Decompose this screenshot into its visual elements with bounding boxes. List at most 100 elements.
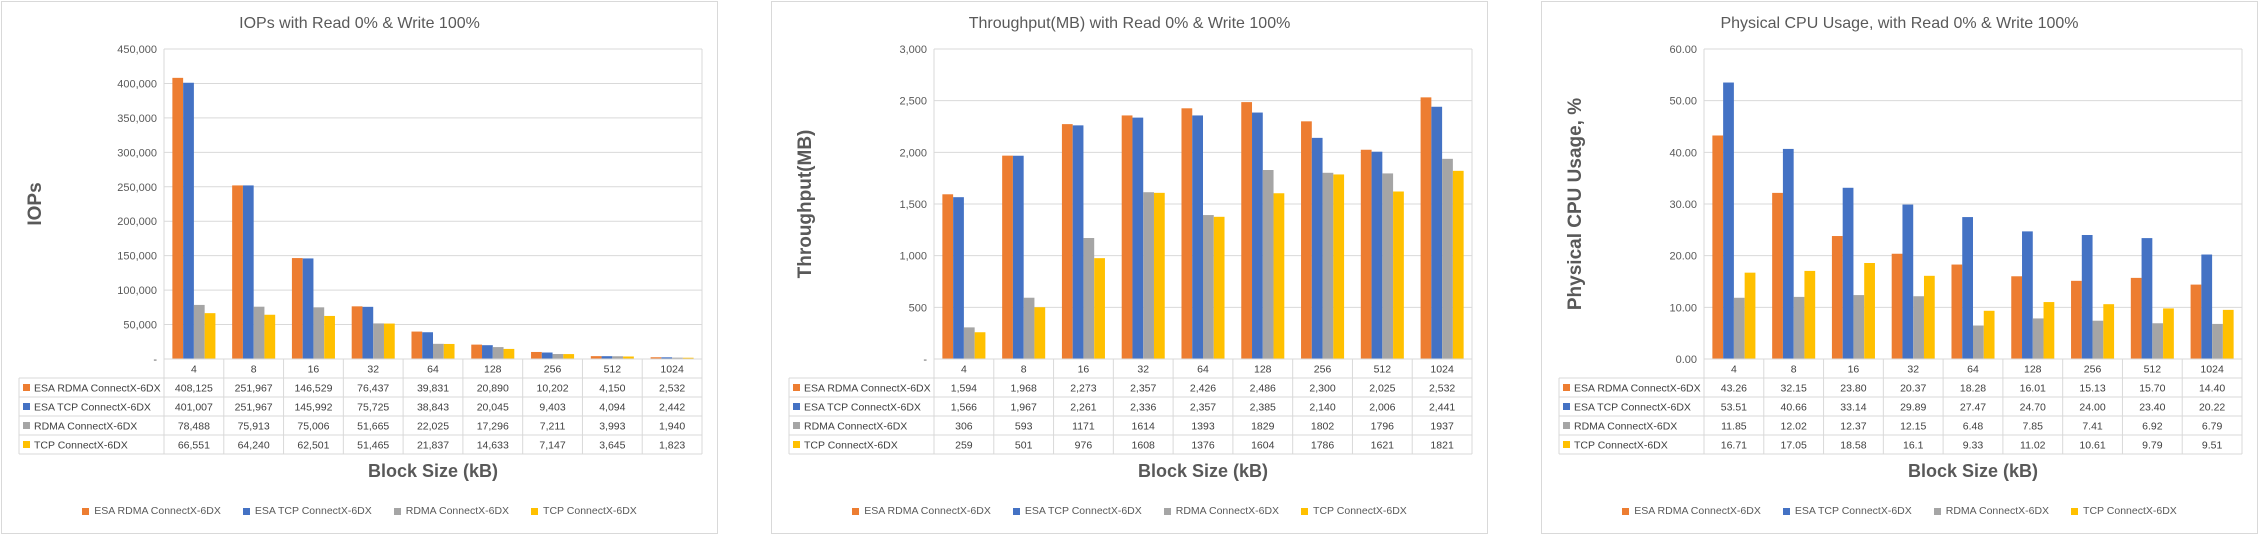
table-value: 78,488 [178,421,210,433]
table-legend-key [23,384,30,391]
bar-esa-tcp-connectx-6dx-1024 [1431,106,1443,359]
bar-rdma-connectx-6dx-512 [612,356,624,359]
category-label: 16 [308,364,320,376]
table-value: 10,202 [536,383,568,395]
table-value: 20,045 [477,402,509,414]
table-legend-key [1563,441,1570,448]
legend-item-esa-tcp-connectx-6dx: ESA TCP ConnectX-6DX [242,505,372,517]
category-label: 1024 [2200,364,2224,376]
table-value: 9.51 [2202,440,2223,452]
legend-item-tcp-connectx-6dx: TCP ConnectX-6DX [2071,505,2177,517]
category-label: 512 [1374,364,1392,376]
table-legend-key [793,441,800,448]
table-value: 17,296 [477,421,509,433]
bar-rdma-connectx-6dx-4 [193,304,205,359]
y-tick-label: 50.00 [1669,96,1697,108]
category-label: 128 [484,364,502,376]
bar-esa-rdma-connectx-6dx-1024 [650,357,662,359]
bar-tcp-connectx-6dx-64 [1983,310,1995,359]
x-axis-title: Block Size (kB) [1908,461,2038,481]
bar-tcp-connectx-6dx-32 [1923,275,1935,359]
legend-key [82,507,90,515]
table-legend-key [1563,422,1570,429]
bar-rdma-connectx-6dx-4 [963,327,975,359]
table-value: 2,006 [1369,402,1395,414]
table-series-name: ESA TCP ConnectX-6DX [804,402,921,414]
table-value: 16.01 [2020,383,2046,395]
bar-esa-rdma-connectx-6dx-128 [2011,276,2023,359]
table-value: 1802 [1311,421,1335,433]
bar-esa-tcp-connectx-6dx-256 [2081,235,2093,359]
bar-tcp-connectx-6dx-512 [2163,308,2174,359]
category-label: 256 [1314,364,1332,376]
table-value: 33.14 [1840,402,1866,414]
table-value: 2,426 [1190,383,1216,395]
legend-key [1012,507,1020,515]
category-label: 128 [2024,364,2042,376]
legend-item-rdma-connectx-6dx: RDMA ConnectX-6DX [1933,505,2049,517]
table-value: 12.37 [1840,421,1866,433]
y-tick-label: 60.00 [1669,44,1697,56]
bar-esa-tcp-connectx-6dx-32 [362,306,374,359]
bar-rdma-connectx-6dx-4 [1733,297,1745,359]
table-value: 2,357 [1130,383,1156,395]
table-value: 2,532 [1429,383,1455,395]
bar-esa-tcp-connectx-6dx-128 [482,345,493,359]
table-value: 1821 [1430,440,1454,452]
table-value: 53.51 [1721,402,1747,414]
table-series-name: ESA RDMA ConnectX-6DX [34,383,161,395]
table-value: 20.22 [2199,402,2225,414]
bar-esa-rdma-connectx-6dx-128 [471,344,483,359]
table-value: 75,725 [357,402,389,414]
bar-esa-rdma-connectx-6dx-256 [2071,280,2082,359]
bar-esa-tcp-connectx-6dx-32 [1132,117,1144,359]
y-tick-label: 10.00 [1669,302,1697,314]
bar-esa-rdma-connectx-6dx-512 [590,356,602,359]
category-label: 8 [251,364,257,376]
bar-esa-tcp-connectx-6dx-256 [1311,137,1323,359]
legend-key [393,507,401,515]
table-value: 2,300 [1309,383,1335,395]
bar-esa-rdma-connectx-6dx-32 [351,306,363,359]
category-label: 256 [2084,364,2102,376]
bar-rdma-connectx-6dx-64 [1973,325,1984,359]
table-legend-key [23,422,30,429]
bar-esa-tcp-connectx-6dx-1024 [2201,254,2213,359]
table-series-name: TCP ConnectX-6DX [1574,440,1668,452]
table-value: 32.15 [1781,383,1807,395]
legend-label: RDMA ConnectX-6DX [405,505,510,517]
category-label: 4 [961,364,967,376]
legend-item-esa-tcp-connectx-6dx: ESA TCP ConnectX-6DX [1782,505,1912,517]
table-value: 6.79 [2202,421,2223,433]
table-value: 1608 [1132,440,1156,452]
bar-esa-tcp-connectx-6dx-8 [242,185,254,359]
bar-rdma-connectx-6dx-64 [1203,215,1214,359]
bar-tcp-connectx-6dx-1024 [682,357,694,359]
table-value: 1,968 [1011,383,1037,395]
legend-key [242,507,250,515]
table-value: 251,967 [235,383,273,395]
table-value: 40.66 [1781,402,1807,414]
table-value: 16.71 [1721,440,1747,452]
legend-item-tcp-connectx-6dx: TCP ConnectX-6DX [531,505,637,517]
bar-rdma-connectx-6dx-128 [492,347,504,359]
table-value: 2,486 [1250,383,1276,395]
legend-label: RDMA ConnectX-6DX [1175,505,1280,517]
table-value: 2,385 [1250,402,1276,414]
bar-esa-tcp-connectx-6dx-128 [1252,112,1263,359]
table-value: 11.85 [1721,421,1747,433]
legend-label: ESA TCP ConnectX-6DX [254,505,372,517]
table-value: 306 [955,421,973,433]
bar-rdma-connectx-6dx-1024 [2212,323,2223,359]
y-tick-label: 450,000 [117,44,157,56]
table-value: 4,094 [599,402,625,414]
bar-esa-tcp-connectx-6dx-1024 [661,357,673,359]
bar-esa-rdma-connectx-6dx-256 [1301,121,1312,359]
y-tick-label: 50,000 [123,320,157,332]
legend-item-esa-tcp-connectx-6dx: ESA TCP ConnectX-6DX [1012,505,1142,517]
bar-esa-tcp-connectx-6dx-8 [1012,155,1024,359]
table-value: 593 [1015,421,1033,433]
table-value: 10.61 [2079,440,2105,452]
table-value: 1171 [1072,421,1095,433]
bar-esa-rdma-connectx-6dx-8 [1772,192,1783,359]
